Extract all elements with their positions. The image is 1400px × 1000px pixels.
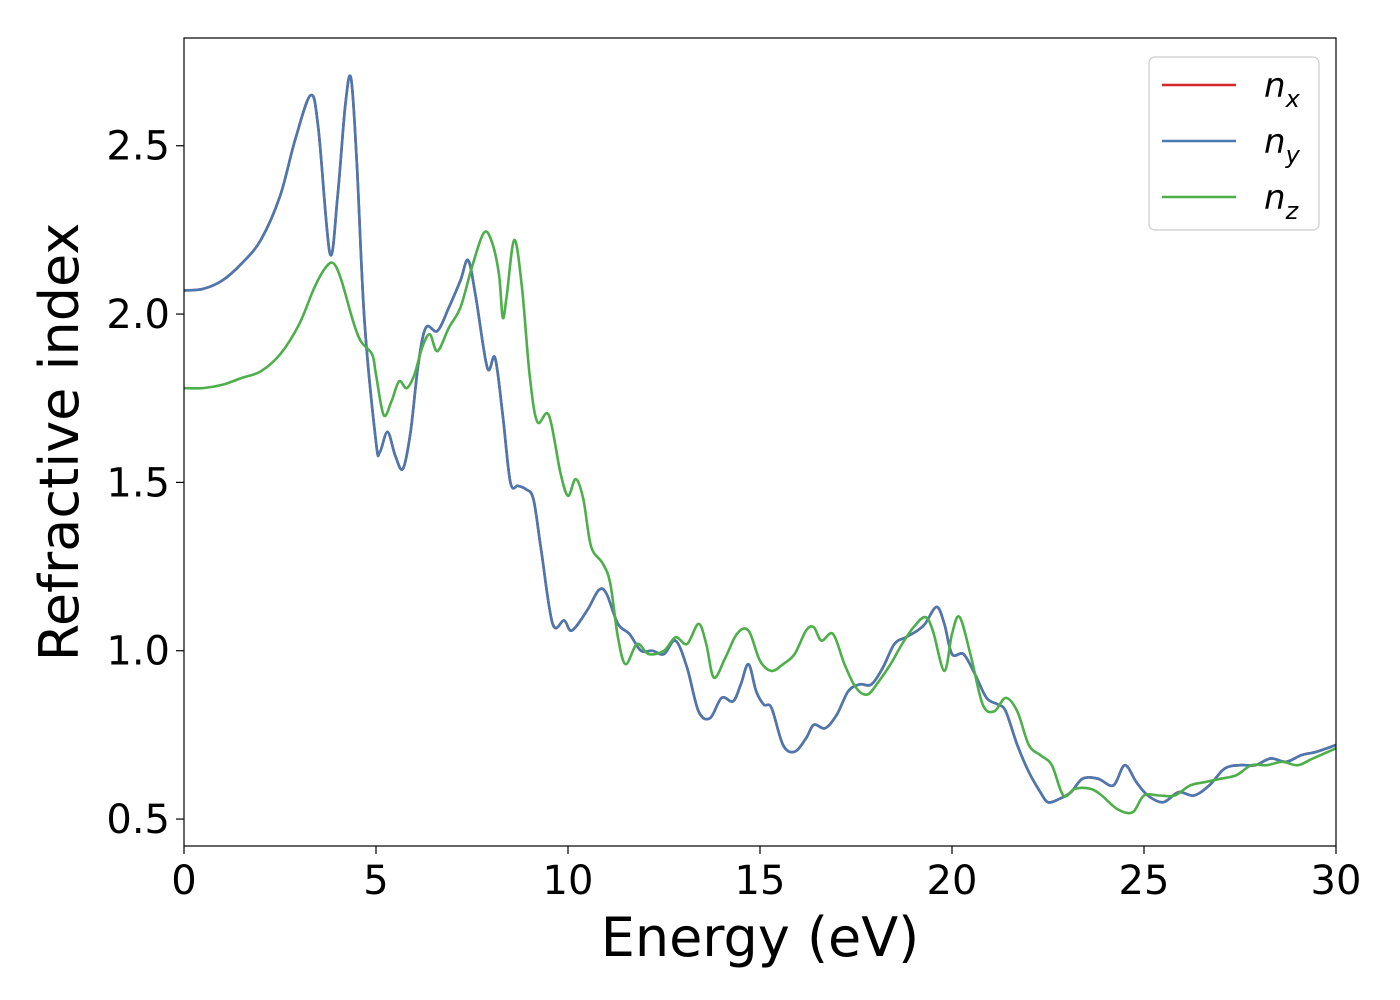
- legend: nx ny nz: [1148, 56, 1320, 231]
- y-axis-label: Refractive index: [28, 223, 91, 662]
- x-tick-label: 0: [171, 858, 196, 904]
- legend-items: nx ny nz: [1162, 66, 1301, 225]
- series-line-n-y: [184, 74, 1336, 804]
- x-tick-label: 25: [1119, 858, 1170, 904]
- tick-layer: 0 5 10 15 20 25 30 0.5 1.0 1.5 2.0 2.5: [106, 124, 1361, 904]
- x-tick-label: 5: [363, 858, 388, 904]
- x-tick-label: 10: [543, 858, 594, 904]
- y-tick-label: 2.0: [106, 292, 170, 338]
- y-tick-label: 1.0: [106, 629, 170, 675]
- x-axis-label: Energy (eV): [601, 906, 920, 969]
- y-tick-label: 2.5: [106, 124, 170, 170]
- x-tick-label: 15: [735, 858, 786, 904]
- y-tick-label: 0.5: [106, 797, 170, 843]
- x-tick-label: 30: [1311, 858, 1362, 904]
- y-tick-label: 1.5: [106, 460, 170, 506]
- legend-box: [1148, 56, 1320, 231]
- legend-label-y: ny: [1264, 122, 1301, 169]
- legend-label-z: nz: [1264, 178, 1300, 225]
- series-layer: [184, 74, 1336, 815]
- legend-label-x: nx: [1264, 66, 1301, 113]
- series-line-n-z: [184, 230, 1336, 815]
- x-tick-label: 20: [927, 858, 978, 904]
